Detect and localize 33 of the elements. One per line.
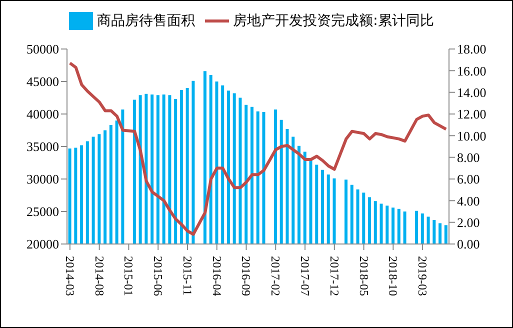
line-series <box>68 62 448 236</box>
y-tick-label: 50000 <box>26 42 59 57</box>
x-tick-label: 2017-07 <box>298 256 312 296</box>
x-tick-label: 2016-04 <box>210 256 224 296</box>
y-tick-label: 20000 <box>26 236 59 252</box>
y2-tick-label: 0.00 <box>457 236 480 252</box>
y2-tick-label: 2.00 <box>457 214 480 230</box>
y-tick-label: 45000 <box>26 74 59 90</box>
y2-tick-label: 18.00 <box>457 42 486 57</box>
legend-label: 房地产开发投资完成额:累计同比 <box>233 12 434 29</box>
y2-tick-label: 12.00 <box>457 106 486 122</box>
y2-tick-label: 4.00 <box>457 193 480 208</box>
x-tick-label: 2019-03 <box>416 256 430 296</box>
x-tick-label: 2016-09 <box>239 256 254 296</box>
x-tick-label: 2015-11 <box>180 256 194 296</box>
y-tick-label: 40000 <box>26 106 59 122</box>
y2-tick-label: 10.00 <box>457 128 486 144</box>
x-tick-label: 2017-12 <box>327 256 342 296</box>
legend-label: 商品房待售面积 <box>97 12 196 29</box>
y2-tick-label: 6.00 <box>457 172 480 187</box>
x-tick-label: 2014-08 <box>92 256 106 296</box>
y-tick-label: 35000 <box>26 139 59 154</box>
y-tick-label: 30000 <box>26 172 59 187</box>
y2-tick-label: 8.00 <box>457 150 480 165</box>
x-tick-label: 2018-05 <box>356 256 371 296</box>
y-tick-label: 25000 <box>26 204 59 220</box>
x-tick-label: 2015-01 <box>122 256 136 296</box>
x-tick-label: 2015-06 <box>151 256 166 296</box>
y2-tick-label: 14.00 <box>457 84 486 100</box>
x-tick-label: 2017-02 <box>268 256 283 296</box>
x-tick-label: 2018-10 <box>386 256 400 296</box>
y2-tick-label: 16.00 <box>457 63 486 78</box>
x-tick-label: 2014-03 <box>62 256 77 296</box>
